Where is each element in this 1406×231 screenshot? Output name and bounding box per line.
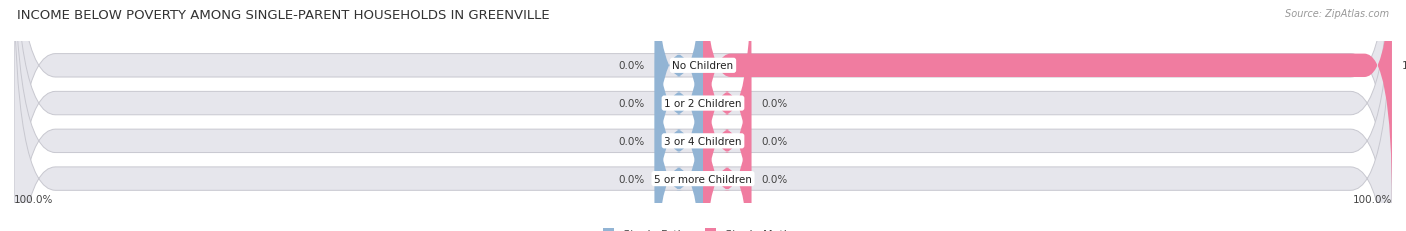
Text: 1 or 2 Children: 1 or 2 Children	[664, 99, 742, 109]
FancyBboxPatch shape	[14, 0, 1392, 231]
Text: 0.0%: 0.0%	[619, 99, 644, 109]
FancyBboxPatch shape	[14, 0, 1392, 231]
FancyBboxPatch shape	[655, 3, 703, 231]
Text: 100.0%: 100.0%	[14, 195, 53, 204]
FancyBboxPatch shape	[655, 0, 703, 231]
FancyBboxPatch shape	[655, 0, 703, 205]
Text: 0.0%: 0.0%	[762, 174, 787, 184]
FancyBboxPatch shape	[703, 0, 751, 231]
Text: 3 or 4 Children: 3 or 4 Children	[664, 136, 742, 146]
Text: 0.0%: 0.0%	[619, 61, 644, 71]
Text: 0.0%: 0.0%	[619, 136, 644, 146]
FancyBboxPatch shape	[703, 3, 751, 231]
Legend: Single Father, Single Mother: Single Father, Single Mother	[599, 224, 807, 231]
Text: 0.0%: 0.0%	[762, 99, 787, 109]
Text: No Children: No Children	[672, 61, 734, 71]
FancyBboxPatch shape	[703, 0, 1392, 205]
Text: 0.0%: 0.0%	[762, 136, 787, 146]
Text: Source: ZipAtlas.com: Source: ZipAtlas.com	[1285, 9, 1389, 19]
FancyBboxPatch shape	[655, 40, 703, 231]
FancyBboxPatch shape	[703, 40, 751, 231]
Text: 0.0%: 0.0%	[619, 174, 644, 184]
Text: 100.0%: 100.0%	[1353, 195, 1392, 204]
FancyBboxPatch shape	[14, 0, 1392, 231]
Text: 5 or more Children: 5 or more Children	[654, 174, 752, 184]
FancyBboxPatch shape	[14, 0, 1392, 231]
Text: INCOME BELOW POVERTY AMONG SINGLE-PARENT HOUSEHOLDS IN GREENVILLE: INCOME BELOW POVERTY AMONG SINGLE-PARENT…	[17, 9, 550, 22]
Text: 100.0%: 100.0%	[1402, 61, 1406, 71]
